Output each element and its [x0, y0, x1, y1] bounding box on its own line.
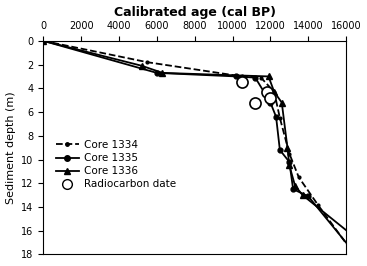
Radiocarbon date: [252, 101, 258, 105]
Core 1334: [287, 152, 291, 155]
Radiocarbon date: [268, 96, 273, 100]
Core 1335: [41, 39, 46, 43]
Radiocarbon date: [264, 90, 269, 94]
Y-axis label: Sediment depth (m): Sediment depth (m): [6, 91, 15, 204]
Core 1335: [274, 115, 278, 118]
Core 1336: [266, 75, 271, 78]
Core 1334: [348, 247, 352, 250]
Core 1335: [291, 188, 295, 191]
Core 1335: [278, 148, 282, 152]
Core 1335: [287, 160, 291, 164]
Core 1334: [41, 39, 46, 43]
Line: Core 1334: Core 1334: [40, 38, 353, 251]
Core 1336: [300, 193, 305, 197]
Core 1335: [155, 71, 159, 74]
Core 1336: [287, 164, 291, 167]
Core 1335: [268, 101, 273, 104]
Legend: Core 1334, Core 1335, Core 1336, Radiocarbon date: Core 1334, Core 1335, Core 1336, Radioca…: [51, 136, 180, 194]
Core 1334: [297, 176, 301, 179]
Core 1336: [272, 90, 276, 93]
Core 1335: [348, 246, 352, 249]
X-axis label: Calibrated age (cal BP): Calibrated age (cal BP): [114, 6, 276, 19]
Core 1336: [280, 101, 284, 104]
Line: Core 1335: Core 1335: [41, 38, 352, 250]
Core 1336: [139, 64, 144, 67]
Core 1334: [316, 203, 320, 206]
Core 1336: [41, 39, 46, 43]
Radiocarbon date: [239, 80, 245, 85]
Core 1335: [234, 75, 239, 78]
Core 1335: [253, 76, 258, 79]
Core 1336: [160, 71, 165, 74]
Core 1334: [145, 61, 149, 64]
Core 1334: [240, 75, 244, 78]
Core 1334: [259, 76, 263, 79]
Core 1334: [272, 90, 276, 93]
Core 1336: [293, 184, 297, 187]
Core 1336: [285, 146, 290, 149]
Core 1335: [306, 195, 310, 198]
Line: Core 1336: Core 1336: [40, 38, 367, 251]
Core 1334: [278, 116, 282, 119]
